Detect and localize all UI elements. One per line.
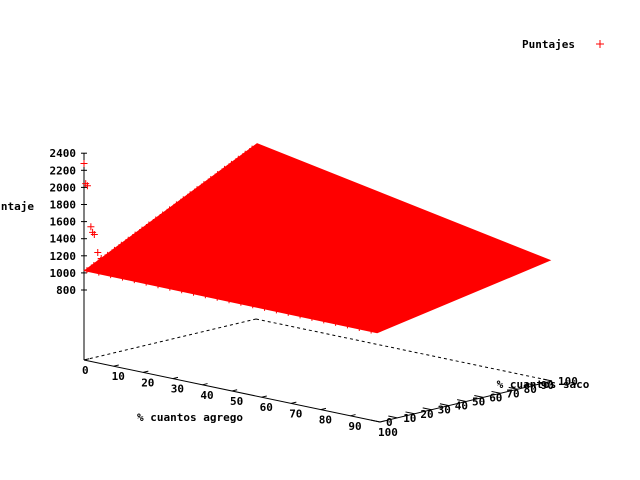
y-tick-label: 60: [489, 391, 502, 404]
x-tick-mark: [291, 401, 297, 404]
x-tick-label: 50: [230, 395, 243, 408]
axes: [81, 152, 553, 423]
y-tick-label: 30: [438, 404, 451, 417]
z-tick-label: 800: [56, 284, 76, 297]
x-tick-mark: [320, 407, 327, 411]
y-tick-mark: [474, 395, 484, 398]
x-tick-mark: [202, 383, 208, 386]
y-tick-mark: [457, 399, 467, 402]
x-tick-mark: [350, 414, 356, 417]
back-edge-line: [255, 318, 553, 382]
z-tick-label: 2400: [50, 147, 77, 160]
y-tick-label: 50: [472, 396, 485, 409]
z-axis-label: Puntaje: [0, 200, 34, 213]
x-tick-label: 30: [171, 383, 184, 396]
data-points: [80, 159, 112, 264]
y-tick-mark: [388, 415, 398, 419]
z-tick-label: 1400: [50, 233, 77, 246]
y-tick-label: 40: [455, 400, 468, 413]
z-tick-label: 2200: [50, 164, 77, 177]
y-tick-label: 70: [506, 387, 519, 400]
y-tick-label: 20: [420, 408, 433, 421]
x-tick-mark: [379, 420, 386, 423]
x-tick-mark: [172, 376, 179, 380]
x-tick-label: 100: [378, 426, 398, 439]
y-tick-mark: [525, 382, 535, 386]
data-point: [90, 231, 98, 239]
legend-label: Puntajes: [522, 38, 575, 51]
x-tick-label: 0: [82, 364, 89, 377]
x-tick-mark: [143, 370, 149, 373]
data-point: [104, 256, 112, 264]
y-tick-mark: [405, 411, 415, 415]
tick-labels: 0 10 20 30 40 50 60 70 80 90 1000 10 20 30 40 50 60 70 80 9…: [50, 147, 578, 439]
y-tick-mark: [371, 419, 381, 423]
z-tick-label: 1800: [50, 199, 77, 212]
z-tick-label: 1000: [50, 267, 77, 280]
x-tick-label: 20: [141, 376, 154, 389]
y-tick-label: 10: [403, 412, 416, 425]
x-tick-label: 60: [260, 401, 273, 414]
y-tick-mark: [543, 378, 553, 382]
data-surface: [83, 143, 552, 334]
x-tick-mark: [113, 364, 119, 367]
y-tick-label: 0: [386, 416, 393, 429]
x-tick-mark: [261, 395, 267, 398]
x-tick-mark: [83, 358, 90, 361]
y-tick-mark: [491, 390, 501, 394]
x-tick-label: 10: [112, 370, 125, 383]
y-tick-mark: [439, 403, 449, 407]
y-tick-mark: [508, 386, 518, 390]
left-edge-line: [83, 318, 257, 361]
surface-markers: [83, 145, 540, 334]
data-point: [87, 223, 95, 231]
y-tick-label: 100: [558, 375, 578, 388]
legend-marker: [596, 40, 604, 48]
surface-fill: [83, 143, 552, 334]
data-point: [83, 182, 91, 190]
data-point: [80, 159, 88, 167]
data-point: [94, 249, 102, 257]
x-tick-label: 70: [289, 407, 302, 420]
x-tick-label: 90: [348, 420, 361, 433]
legend: Puntajes: [522, 38, 604, 51]
axis-labels: % cuantos agrego % cuantos saco Puntaje: [0, 200, 590, 424]
data-point: [97, 255, 105, 263]
y-axis-label: % cuantos saco: [497, 378, 590, 391]
y-tick-label: 90: [541, 379, 554, 392]
y-tick-label: 80: [524, 383, 537, 396]
y-tick-mark: [422, 407, 432, 411]
x-tick-mark: [231, 389, 238, 392]
x-tick-label: 80: [319, 414, 332, 427]
z-tick-label: 1200: [50, 250, 77, 263]
z-tick-label: 1600: [50, 216, 77, 229]
x-axis-label: % cuantos agrego: [137, 411, 243, 424]
z-tick-label: 2000: [50, 181, 77, 194]
x-tick-label: 40: [200, 389, 213, 402]
